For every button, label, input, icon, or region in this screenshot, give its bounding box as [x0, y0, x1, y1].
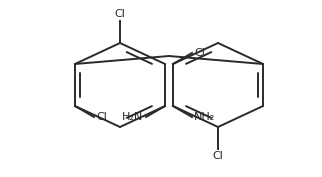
- Text: Cl: Cl: [213, 151, 223, 161]
- Text: NH₂: NH₂: [194, 112, 215, 122]
- Text: Cl: Cl: [96, 112, 107, 122]
- Text: Cl: Cl: [115, 9, 126, 19]
- Text: H₂N: H₂N: [122, 112, 143, 122]
- Text: Cl: Cl: [194, 48, 205, 58]
